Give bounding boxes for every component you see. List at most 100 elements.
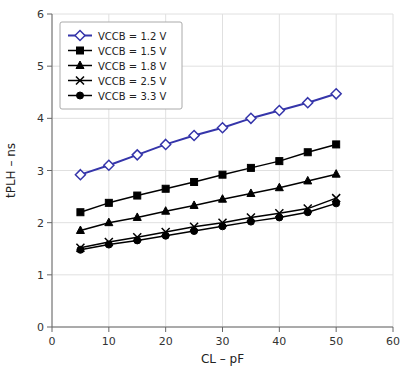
data-point xyxy=(247,164,254,171)
legend-marker xyxy=(75,31,85,41)
tick-mark xyxy=(165,327,166,332)
series xyxy=(77,200,340,253)
tick-mark xyxy=(47,14,52,15)
tick-label: 50 xyxy=(329,335,343,348)
data-point xyxy=(105,199,112,206)
data-point xyxy=(133,213,141,221)
data-point xyxy=(304,149,311,156)
tick-label: 0 xyxy=(37,321,44,334)
data-point xyxy=(219,223,226,230)
tick-mark xyxy=(47,170,52,171)
tick-mark xyxy=(47,222,52,223)
axes: 0 10 20 30 40 50 60 0 1 2 3 4 5 6 xyxy=(37,8,400,348)
legend-label: VCCB = 1.2 V xyxy=(98,31,166,42)
grid-line xyxy=(52,274,393,275)
legend-marker xyxy=(76,61,84,69)
data-point xyxy=(162,185,169,192)
data-point xyxy=(191,228,198,235)
series-line xyxy=(80,203,336,249)
x-axis-line xyxy=(52,327,393,328)
data-point xyxy=(276,214,283,221)
data-point xyxy=(332,170,340,178)
tick-label: 6 xyxy=(37,8,44,21)
grid-line xyxy=(52,118,393,119)
y-axis-label: tPLH – ns xyxy=(4,143,18,198)
tick-label: 30 xyxy=(216,335,230,348)
data-point xyxy=(161,139,171,149)
tick-label: 20 xyxy=(159,335,173,348)
tick-mark xyxy=(47,66,52,67)
data-point xyxy=(219,195,227,203)
data-point xyxy=(333,141,340,148)
grid-line xyxy=(52,14,393,15)
data-point xyxy=(276,158,283,165)
data-point xyxy=(105,241,112,248)
tick-label: 60 xyxy=(386,335,400,348)
data-point xyxy=(162,232,169,239)
tick-mark xyxy=(336,327,337,332)
grid-line xyxy=(52,327,393,328)
legend-label: VCCB = 1.8 V xyxy=(98,61,166,72)
legend-label: VCCB = 3.3 V xyxy=(98,91,166,102)
legend-label: VCCB = 2.5 V xyxy=(98,76,166,87)
series-line xyxy=(80,174,336,230)
data-point xyxy=(77,209,84,216)
data-point xyxy=(247,218,254,225)
tick-mark xyxy=(47,274,52,275)
data-point xyxy=(219,171,226,178)
chart: 0 10 20 30 40 50 60 0 1 2 3 4 5 6 CL – pF tPLH – ns VCCB… xyxy=(0,0,409,373)
data-point xyxy=(132,150,142,160)
grid-line xyxy=(52,14,53,327)
legend: VCCB = 1.2 V VCCB = 1.5 V VCCB = 1.8 V VCCB… xyxy=(60,22,182,109)
legend-label: VCCB = 1.5 V xyxy=(98,46,166,57)
data-point xyxy=(104,160,114,170)
legend-marker xyxy=(76,77,84,85)
tick-mark xyxy=(393,327,394,332)
legend-frame xyxy=(60,22,182,109)
tick-mark xyxy=(222,327,223,332)
tick-mark xyxy=(108,327,109,332)
data-point xyxy=(247,189,255,197)
series xyxy=(76,170,340,234)
data-point xyxy=(275,183,283,191)
data-point xyxy=(189,131,199,141)
x-axis-label: CL – pF xyxy=(201,352,244,366)
tick-label: 1 xyxy=(37,269,44,282)
tick-label: 3 xyxy=(37,165,44,178)
tick-label: 2 xyxy=(37,217,44,230)
y-axis-line xyxy=(52,14,53,327)
tick-label: 10 xyxy=(102,335,116,348)
tick-mark xyxy=(52,327,53,332)
tick-mark xyxy=(47,327,52,328)
series xyxy=(77,141,340,216)
data-point xyxy=(191,178,198,185)
data-point xyxy=(303,98,313,108)
data-point xyxy=(274,106,284,116)
data-point xyxy=(76,226,84,234)
series-line xyxy=(80,198,336,248)
grid xyxy=(52,14,393,327)
data-point xyxy=(304,176,312,184)
data-point xyxy=(77,246,84,253)
legend-marker xyxy=(77,47,84,54)
data-point xyxy=(162,207,170,215)
series xyxy=(76,194,340,252)
data-point xyxy=(134,237,141,244)
data-point xyxy=(333,200,340,207)
tick-label: 4 xyxy=(37,112,44,125)
data-point xyxy=(246,113,256,123)
data-point xyxy=(218,123,228,133)
data-point xyxy=(331,89,341,99)
data-point xyxy=(134,192,141,199)
data-point xyxy=(190,201,198,209)
tick-label: 0 xyxy=(49,335,56,348)
plot-data xyxy=(75,89,341,253)
legend-marker xyxy=(77,92,84,99)
tick-mark xyxy=(279,327,280,332)
data-point xyxy=(304,209,311,216)
data-point xyxy=(75,170,85,180)
tick-mark xyxy=(47,118,52,119)
tick-label: 5 xyxy=(37,60,44,73)
tick-label: 40 xyxy=(272,335,286,348)
data-point xyxy=(105,218,113,226)
